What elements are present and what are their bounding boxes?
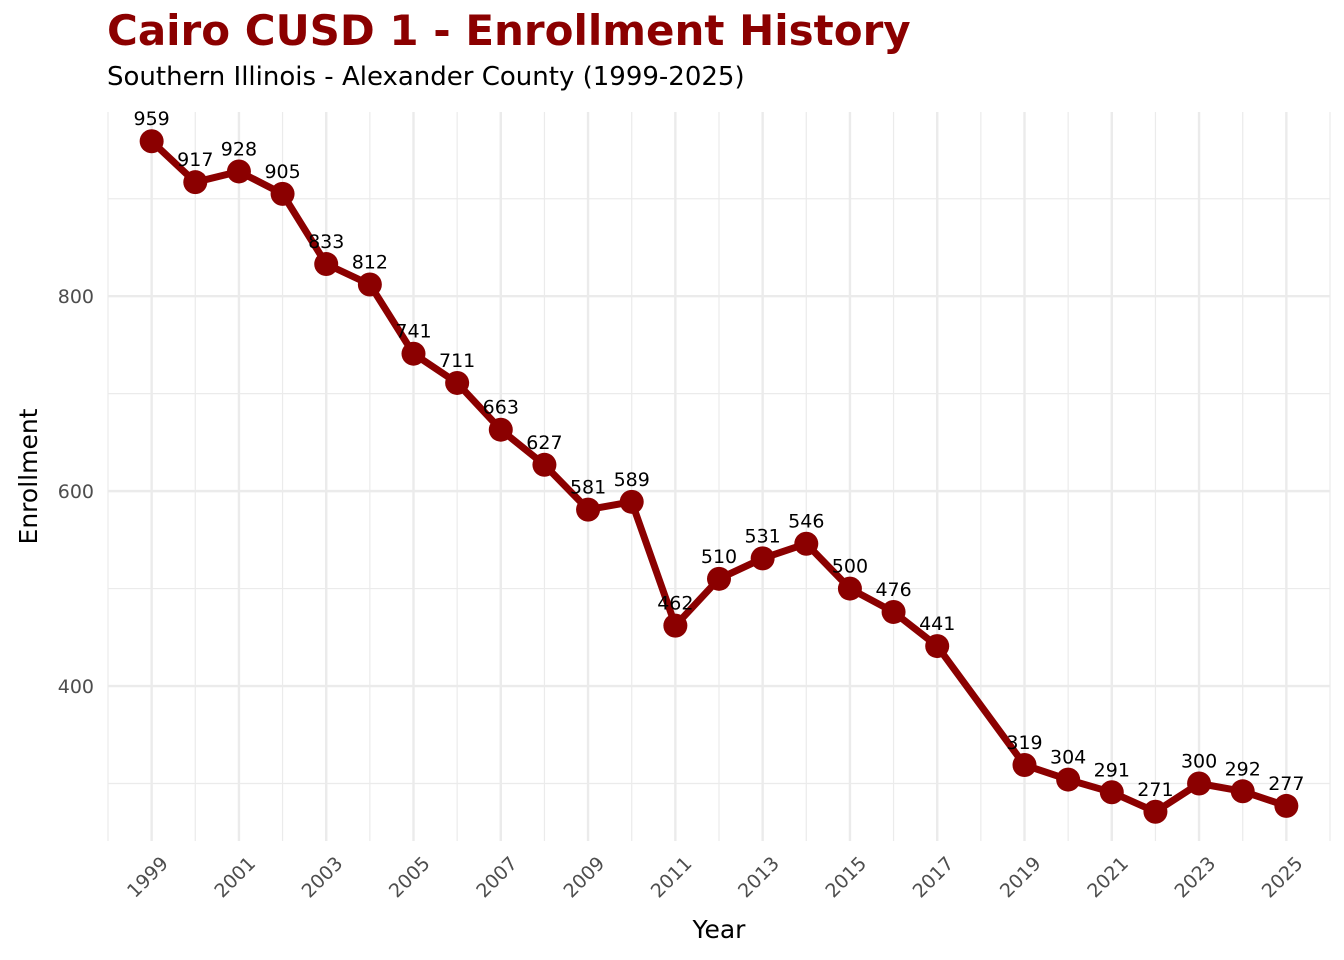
x-tick-label: 1999 (123, 853, 173, 903)
data-label: 812 (352, 252, 388, 274)
x-tick-label: 2011 (647, 853, 697, 903)
x-tick-label: 2003 (298, 853, 348, 903)
data-point (576, 497, 601, 522)
data-point (750, 546, 775, 571)
data-point (183, 170, 208, 195)
data-label: 291 (1094, 759, 1130, 781)
chart-subtitle: Southern Illinois - Alexander County (19… (107, 62, 745, 92)
data-label: 546 (788, 511, 824, 533)
data-label: 319 (1006, 732, 1042, 754)
data-label: 531 (745, 525, 781, 547)
data-label: 833 (308, 231, 344, 253)
x-tick-label: 2013 (734, 853, 784, 903)
data-point (314, 252, 339, 277)
data-labels: 959 917 928 905 833 812 741 711 663 627 581 589 462 5… (134, 108, 1305, 801)
data-point (1012, 752, 1037, 777)
x-tick-label: 2019 (996, 853, 1046, 903)
data-label: 959 (134, 108, 170, 130)
data-points (139, 129, 1299, 824)
data-label: 589 (614, 469, 650, 491)
data-point (1143, 799, 1168, 824)
data-point (619, 489, 644, 514)
data-point (139, 129, 164, 154)
data-label: 441 (919, 613, 955, 635)
data-point (270, 181, 295, 206)
data-point (445, 370, 470, 395)
data-label: 500 (832, 556, 868, 578)
x-tick-label: 2001 (210, 853, 260, 903)
y-axis-ticks: 400 600 800 (58, 286, 94, 698)
grid-lines (107, 112, 1331, 841)
x-axis-title: Year (692, 915, 747, 944)
y-tick-label: 600 (58, 481, 94, 503)
x-tick-label: 2023 (1170, 853, 1220, 903)
data-point (401, 341, 426, 366)
y-axis-title: Enrollment (14, 408, 43, 544)
data-point (881, 599, 906, 624)
x-axis-ticks: 1999 2001 2003 2005 2007 2009 2011 2013 2015 2017… (123, 853, 1307, 903)
data-point (357, 272, 382, 297)
y-tick-label: 800 (58, 286, 94, 308)
data-label: 277 (1268, 773, 1304, 795)
data-point (1187, 771, 1212, 796)
data-label: 304 (1050, 747, 1086, 769)
data-point (1274, 793, 1299, 818)
data-label: 627 (526, 432, 562, 454)
data-label: 663 (483, 397, 519, 419)
x-tick-label: 2015 (821, 853, 871, 903)
data-point (488, 417, 513, 442)
x-tick-label: 2007 (472, 853, 522, 903)
x-tick-label: 2025 (1258, 853, 1308, 903)
data-point (226, 159, 251, 184)
chart-title: Cairo CUSD 1 - Enrollment History (107, 6, 911, 55)
data-label: 300 (1181, 750, 1217, 772)
data-label: 917 (177, 149, 213, 171)
data-label: 581 (570, 477, 606, 499)
data-label: 271 (1137, 779, 1173, 801)
data-label: 462 (657, 593, 693, 615)
data-point (925, 634, 950, 659)
data-point (837, 576, 862, 601)
data-point (532, 452, 557, 477)
data-label: 292 (1225, 758, 1261, 780)
data-point (1230, 779, 1255, 804)
data-label: 905 (264, 161, 300, 183)
x-tick-label: 2017 (909, 853, 959, 903)
x-tick-label: 2009 (559, 853, 609, 903)
x-tick-label: 2021 (1083, 853, 1133, 903)
data-point (663, 613, 688, 638)
data-label: 510 (701, 546, 737, 568)
y-tick-label: 400 (58, 676, 94, 698)
data-label: 741 (395, 321, 431, 343)
data-label: 476 (875, 579, 911, 601)
data-point (794, 531, 819, 556)
data-label: 711 (439, 350, 475, 372)
data-point (707, 566, 731, 591)
data-label: 928 (221, 138, 257, 160)
data-point (1056, 767, 1081, 792)
data-point (1099, 780, 1124, 805)
x-tick-label: 2005 (385, 853, 435, 903)
